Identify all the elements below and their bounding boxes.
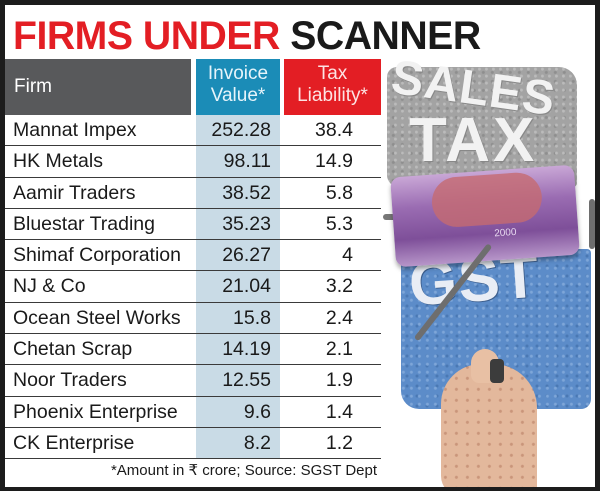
table-row: Aamir Traders 38.52 5.8	[5, 178, 381, 209]
cell-invoice: 12.55	[222, 369, 271, 392]
cell-invoice: 35.23	[222, 212, 271, 235]
header-invoice-line2: Value*	[210, 85, 266, 106]
firms-table: Firm Invoice Value* Tax Liability* Manna…	[5, 59, 381, 479]
cell-invoice: 15.8	[233, 306, 271, 329]
header-invoice-value: Invoice Value*	[196, 59, 280, 115]
cell-firm: Aamir Traders	[13, 181, 136, 204]
cell-tax: 5.3	[325, 212, 353, 235]
table-row: CK Enterprise 8.2 1.2	[5, 428, 381, 460]
cell-invoice: 26.27	[222, 244, 271, 267]
cell-firm: Ocean Steel Works	[13, 306, 181, 329]
cell-tax: 38.4	[315, 119, 353, 141]
header-tax-line1: Tax	[317, 63, 348, 84]
hand-icon	[441, 364, 537, 487]
cell-firm: HK Metals	[13, 150, 103, 173]
cell-firm: Mannat Impex	[13, 119, 137, 141]
cell-invoice: 98.11	[223, 150, 271, 173]
cell-tax: 5.8	[325, 181, 353, 204]
banknote-portrait	[430, 171, 544, 229]
table-header: Firm Invoice Value* Tax Liability*	[5, 59, 381, 115]
cell-invoice: 38.52	[222, 181, 271, 204]
roller-axle	[383, 214, 397, 220]
header-tax-liability: Tax Liability*	[284, 59, 381, 115]
roller-grip	[490, 359, 504, 383]
invoice-column-shading	[196, 115, 280, 459]
cell-firm: Chetan Scrap	[13, 338, 133, 361]
table-row: Shimaf Corporation 26.27 4	[5, 240, 381, 272]
footnote: *Amount in ₹ crore; Source: SGST Dept	[110, 462, 377, 479]
cell-invoice: 21.04	[222, 275, 271, 298]
title-part-red: FIRMS UNDER	[13, 14, 280, 58]
cell-tax: 3.2	[325, 275, 353, 298]
table-row: Noor Traders 12.55 1.9	[5, 365, 381, 397]
cell-tax: 1.2	[325, 431, 353, 454]
cell-invoice: 8.2	[243, 431, 271, 454]
cell-invoice: 9.6	[243, 400, 271, 423]
table-row: Mannat Impex 252.28 38.4	[5, 115, 381, 147]
cell-firm: Shimaf Corporation	[13, 244, 181, 267]
blue-paint-texture	[401, 249, 591, 409]
cell-tax: 14.9	[315, 150, 353, 173]
table-row: NJ & Co 21.04 3.2	[5, 271, 381, 303]
cell-firm: Phoenix Enterprise	[13, 400, 178, 423]
table-row: Bluestar Trading 35.23 5.3	[5, 209, 381, 241]
table-row: Phoenix Enterprise 9.6 1.4	[5, 397, 381, 428]
paint-roller-illustration: SALES TAX GST 2000	[381, 51, 595, 487]
cell-tax: 2.1	[325, 338, 353, 361]
cell-firm: NJ & Co	[13, 275, 86, 298]
cell-firm: CK Enterprise	[13, 431, 135, 454]
cell-firm: Noor Traders	[13, 369, 127, 392]
header-invoice-line1: Invoice	[207, 63, 269, 84]
title-part-black: SCANNER	[290, 14, 481, 58]
roller-frame	[589, 199, 595, 249]
page-title: FIRMS UNDER SCANNER	[13, 14, 481, 58]
tax-word: TAX	[409, 106, 538, 175]
header-tax-line2: Liability*	[297, 85, 368, 106]
table-row: HK Metals 98.11 14.9	[5, 146, 381, 178]
cell-invoice: 252.28	[211, 119, 271, 141]
table-row: Ocean Steel Works 15.8 2.4	[5, 303, 381, 335]
cell-tax: 2.4	[325, 306, 353, 329]
cell-invoice: 14.19	[222, 338, 271, 361]
cell-tax: 1.4	[325, 400, 353, 423]
cell-tax: 1.9	[325, 369, 353, 392]
table-body: Mannat Impex 252.28 38.4 HK Metals 98.11 14.…	[5, 115, 381, 460]
cell-tax: 4	[342, 244, 353, 267]
cell-firm: Bluestar Trading	[13, 212, 155, 235]
table-row: Chetan Scrap 14.19 2.1	[5, 334, 381, 366]
header-firm: Firm	[5, 59, 191, 115]
banknote-denomination: 2000	[493, 226, 517, 240]
